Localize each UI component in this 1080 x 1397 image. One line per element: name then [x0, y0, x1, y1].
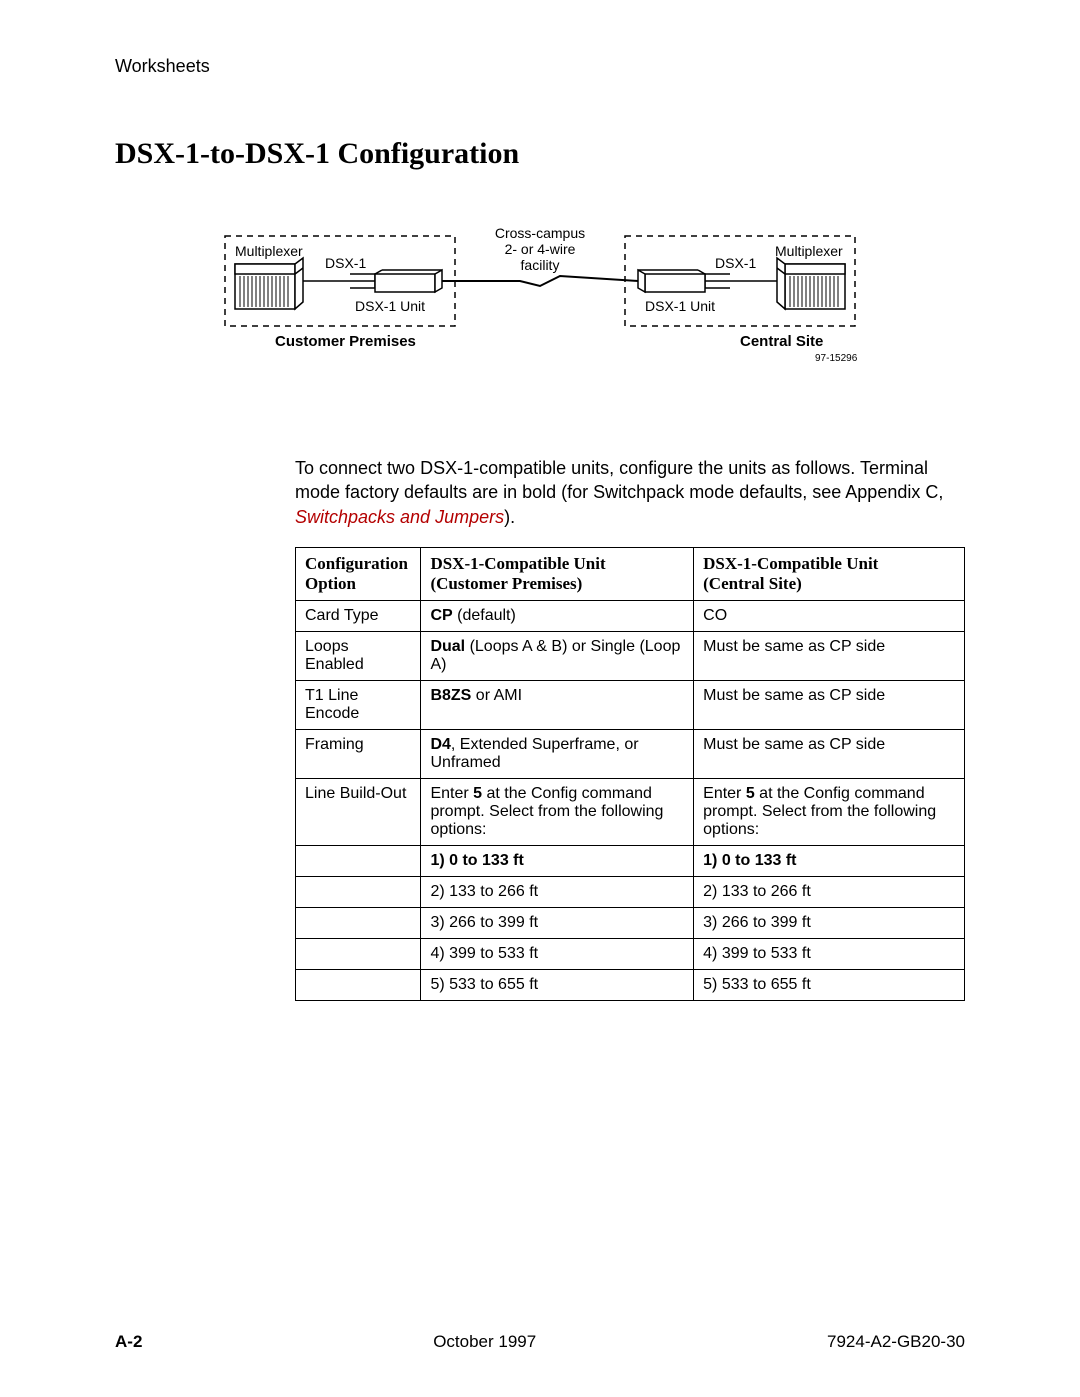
cell-co: Must be same as CP side [694, 729, 965, 778]
central-site-label: Central Site [740, 333, 823, 350]
cell-co: Must be same as CP side [694, 631, 965, 680]
th-config-option: ConfigurationOption [296, 547, 421, 600]
dsx1-label-left: DSX-1 [325, 255, 366, 271]
config-table: ConfigurationOption DSX-1-Compatible Uni… [295, 547, 965, 1001]
diagram-ref: 97-15296 [815, 353, 858, 364]
table-row: 2) 133 to 266 ft2) 133 to 266 ft [296, 876, 965, 907]
cell-co: Enter 5 at the Config command prompt. Se… [694, 778, 965, 845]
cell-co: 2) 133 to 266 ft [694, 876, 965, 907]
cell-co: 5) 533 to 655 ft [694, 969, 965, 1000]
cell-option [296, 845, 421, 876]
mux-label-left: Multiplexer [235, 243, 303, 259]
page-header: Worksheets [115, 56, 965, 77]
page-footer: A-2 October 1997 7924-A2-GB20-30 [115, 1332, 965, 1352]
cell-co: 3) 266 to 399 ft [694, 907, 965, 938]
dsx1-unit-label-right: DSX-1 Unit [645, 298, 715, 314]
cell-cp: 4) 399 to 533 ft [421, 938, 694, 969]
cell-co: Must be same as CP side [694, 680, 965, 729]
cell-option: Framing [296, 729, 421, 778]
page-title: DSX-1-to-DSX-1 Configuration [115, 137, 965, 171]
table-row: 5) 533 to 655 ft5) 533 to 655 ft [296, 969, 965, 1000]
cell-co: 4) 399 to 533 ft [694, 938, 965, 969]
cell-option [296, 938, 421, 969]
mux-label-right: Multiplexer [775, 243, 843, 259]
cell-cp: Enter 5 at the Config command prompt. Se… [421, 778, 694, 845]
cell-option: Loops Enabled [296, 631, 421, 680]
cell-cp: CP (default) [421, 600, 694, 631]
diagram-container: Multiplexer DSX-1 DSX-1 Unit [115, 226, 965, 396]
link-label-2: 2- or 4-wire [505, 241, 576, 257]
cell-cp: 2) 133 to 266 ft [421, 876, 694, 907]
cell-cp: 1) 0 to 133 ft [421, 845, 694, 876]
table-row: 1) 0 to 133 ft1) 0 to 133 ft [296, 845, 965, 876]
link-label-3: facility [521, 257, 560, 273]
intro-text-before: To connect two DSX-1-compatible units, c… [295, 458, 943, 502]
cell-cp: Dual (Loops A & B) or Single (Loop A) [421, 631, 694, 680]
dsx1-label-right: DSX-1 [715, 255, 756, 271]
table-row: FramingD4, Extended Superframe, or Unfra… [296, 729, 965, 778]
cell-option: T1 Line Encode [296, 680, 421, 729]
intro-text-after: ). [504, 507, 515, 527]
table-row: 4) 399 to 533 ft4) 399 to 533 ft [296, 938, 965, 969]
cell-cp: 3) 266 to 399 ft [421, 907, 694, 938]
cell-co: CO [694, 600, 965, 631]
dsx-config-diagram: Multiplexer DSX-1 DSX-1 Unit [220, 226, 860, 396]
footer-doc-id: 7924-A2-GB20-30 [827, 1332, 965, 1352]
link-label-1: Cross-campus [495, 226, 585, 241]
table-row: Loops EnabledDual (Loops A & B) or Singl… [296, 631, 965, 680]
cell-option [296, 876, 421, 907]
cell-option [296, 907, 421, 938]
th-cp-unit: DSX-1-Compatible Unit(Customer Premises) [421, 547, 694, 600]
cell-cp: B8ZS or AMI [421, 680, 694, 729]
switchpacks-link[interactable]: Switchpacks and Jumpers [295, 507, 504, 527]
table-row: Line Build-OutEnter 5 at the Config comm… [296, 778, 965, 845]
cell-co: 1) 0 to 133 ft [694, 845, 965, 876]
cell-option: Card Type [296, 600, 421, 631]
footer-date: October 1997 [433, 1332, 536, 1352]
table-row: T1 Line EncodeB8ZS or AMIMust be same as… [296, 680, 965, 729]
cell-cp: D4, Extended Superframe, or Unframed [421, 729, 694, 778]
table-row: Card TypeCP (default)CO [296, 600, 965, 631]
customer-premises-label: Customer Premises [275, 333, 416, 350]
intro-paragraph: To connect two DSX-1-compatible units, c… [295, 456, 965, 529]
footer-page-number: A-2 [115, 1332, 142, 1352]
cell-option [296, 969, 421, 1000]
table-row: 3) 266 to 399 ft3) 266 to 399 ft [296, 907, 965, 938]
th-co-unit: DSX-1-Compatible Unit(Central Site) [694, 547, 965, 600]
cell-option: Line Build-Out [296, 778, 421, 845]
cell-cp: 5) 533 to 655 ft [421, 969, 694, 1000]
dsx1-unit-label-left: DSX-1 Unit [355, 298, 425, 314]
